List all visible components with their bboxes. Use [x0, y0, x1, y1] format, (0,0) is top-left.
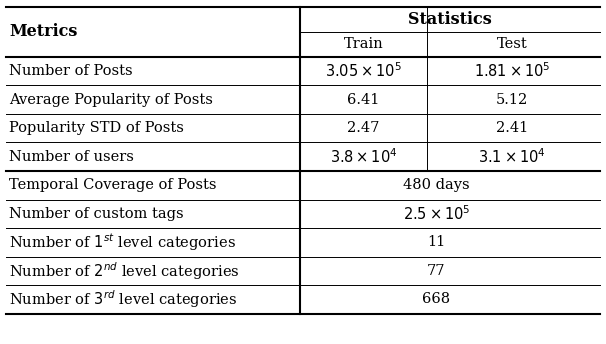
Text: $3.8 \times 10^4$: $3.8 \times 10^4$	[330, 147, 398, 166]
Text: $2.5 \times 10^5$: $2.5 \times 10^5$	[402, 204, 470, 223]
Text: $3.05 \times 10^5$: $3.05 \times 10^5$	[325, 62, 402, 80]
Text: Number of $1^{st}$ level categories: Number of $1^{st}$ level categories	[9, 232, 236, 253]
Text: 6.41: 6.41	[347, 93, 380, 107]
Text: $3.1 \times 10^4$: $3.1 \times 10^4$	[478, 147, 546, 166]
Text: Metrics: Metrics	[9, 23, 78, 40]
Text: Number of $3^{rd}$ level categories: Number of $3^{rd}$ level categories	[9, 289, 238, 310]
Text: $1.81 \times 10^5$: $1.81 \times 10^5$	[474, 62, 550, 80]
Text: 11: 11	[427, 235, 445, 249]
Text: 668: 668	[422, 292, 450, 307]
Text: Number of Posts: Number of Posts	[9, 64, 133, 78]
Text: 480 days: 480 days	[403, 178, 470, 192]
Text: 2.41: 2.41	[496, 121, 528, 135]
Text: Test: Test	[497, 37, 527, 51]
Text: Number of users: Number of users	[9, 150, 134, 164]
Text: Number of custom tags: Number of custom tags	[9, 207, 184, 221]
Text: Popularity STD of Posts: Popularity STD of Posts	[9, 121, 184, 135]
Text: Average Popularity of Posts: Average Popularity of Posts	[9, 93, 213, 107]
Text: 77: 77	[427, 264, 445, 278]
Text: Temporal Coverage of Posts: Temporal Coverage of Posts	[9, 178, 216, 192]
Text: Train: Train	[344, 37, 384, 51]
Text: 5.12: 5.12	[496, 93, 528, 107]
Text: Statistics: Statistics	[408, 11, 492, 28]
Text: 2.47: 2.47	[347, 121, 380, 135]
Text: Number of $2^{nd}$ level categories: Number of $2^{nd}$ level categories	[9, 260, 239, 282]
